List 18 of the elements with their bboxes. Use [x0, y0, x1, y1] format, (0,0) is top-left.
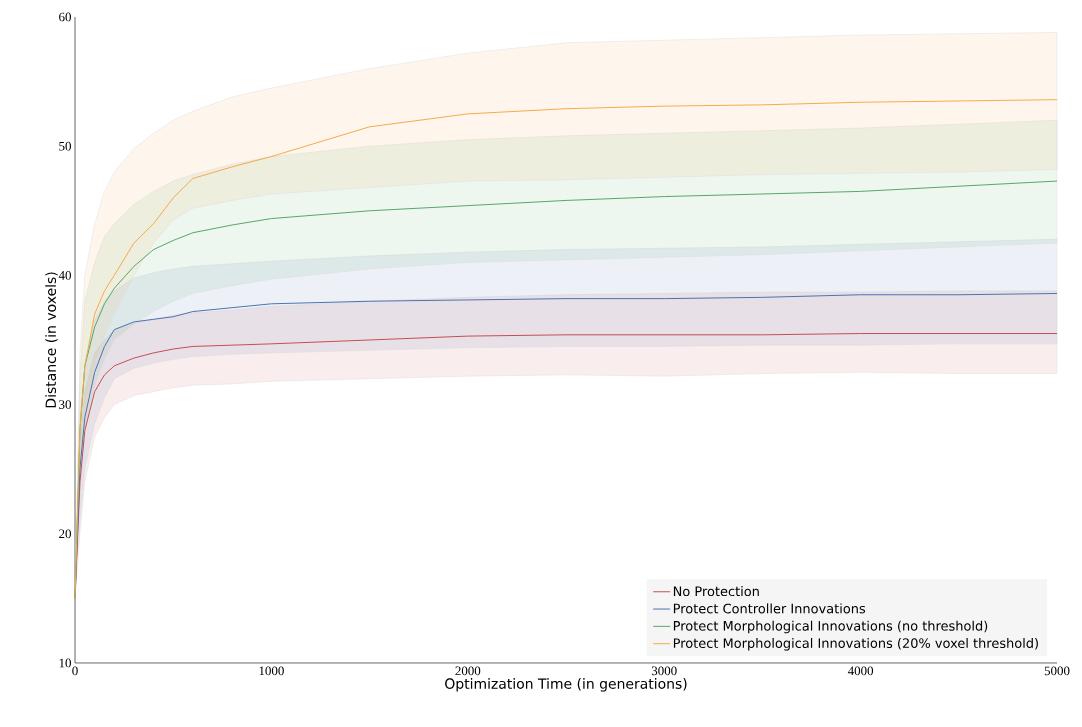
- y-tick-label: 60: [59, 12, 71, 22]
- legend-label: No Protection: [673, 586, 759, 597]
- legend-label: Protect Morphological Innovations (no threshold): [673, 620, 988, 634]
- y-tick-label: 30: [59, 400, 71, 409]
- x-axis-title: Optimization Time (in generations): [445, 678, 687, 692]
- x-tick-label: 4000: [847, 666, 874, 676]
- x-tick-label: 2000: [455, 666, 481, 676]
- legend-label: Protect Morphological Innovations (20% voxel threshold): [673, 638, 1038, 651]
- y-tick-label: 40: [58, 271, 71, 280]
- y-axis-title: Distance (in voxels): [45, 272, 58, 408]
- x-tick-label: 1000: [259, 666, 284, 676]
- legend-label: Protect Controller Innovations: [673, 603, 866, 614]
- x-tick-label: 3000: [651, 666, 677, 676]
- y-tick-label: 20: [59, 529, 71, 539]
- y-tick-label: 50: [59, 141, 71, 151]
- x-tick-label: 0: [72, 666, 78, 676]
- y-tick-label: 10: [59, 658, 71, 668]
- x-tick-label: 5000: [1044, 666, 1070, 676]
